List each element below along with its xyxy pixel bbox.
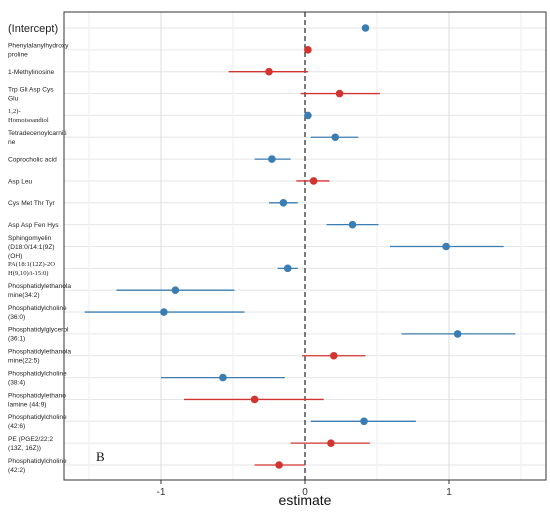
row-label: Asp Asp Fen Hys xyxy=(8,222,59,229)
estimate-point xyxy=(279,199,288,207)
row-label: Phosphatidylcholine (38:4) xyxy=(8,370,67,386)
estimate-point xyxy=(160,308,168,316)
estimate-point xyxy=(335,89,344,98)
panel-label: B xyxy=(96,449,105,464)
estimate-marks xyxy=(84,24,516,469)
row-label: Tetradecenoylcarniti ne xyxy=(8,130,67,146)
row-label: Phenylalanylhydroxy proline xyxy=(8,43,69,59)
row-label: Phosphatidylethanola mine(34:2) xyxy=(8,283,71,299)
row-label: Asp Leu xyxy=(8,178,33,185)
estimate-point xyxy=(283,264,292,273)
estimate-point xyxy=(265,67,273,76)
row-label: PA(18:1(12Z)-2O H(9,10)/i-15:0) xyxy=(8,261,55,277)
row-label: Phosphatidylglycerol (36:1) xyxy=(8,327,69,343)
row-label: Trp Gli Asp Cys Glu xyxy=(8,86,54,102)
estimate-point xyxy=(360,417,368,426)
x-tick-label: -1 xyxy=(157,487,166,498)
row-label: Phosphatidylcholine (42:6) xyxy=(8,414,67,430)
estimate-point xyxy=(348,220,357,229)
row-label: Phosphatidylcholine (36:0) xyxy=(8,305,67,321)
row-label: Phosphatidylcholine (42:2) xyxy=(8,458,67,474)
row-label: Sphingomyelin (D18:0/14:1(9Z) (OH) xyxy=(8,235,55,260)
row-label: Phosphatidylethano lamine (44:9) xyxy=(8,392,66,408)
estimate-point xyxy=(219,373,227,382)
row-label: 1-Methylinosine xyxy=(8,69,55,76)
estimate-point xyxy=(304,46,312,54)
row-label: 1,2)-Homoisoandiol xyxy=(8,108,49,124)
estimate-point xyxy=(268,155,276,163)
plot-frame xyxy=(63,11,547,481)
estimate-point xyxy=(327,439,335,447)
estimate-point xyxy=(304,111,312,120)
row-label: PE (PGE2/22:2 (13Z, 16Z)) xyxy=(8,436,53,452)
estimate-point xyxy=(442,242,450,251)
x-axis-title: estimate xyxy=(279,492,332,508)
estimate-point xyxy=(453,330,462,338)
estimate-point xyxy=(331,133,340,142)
x-axis-ticks: -1 0 1 xyxy=(157,480,452,498)
row-label: Phosphatidylethanola mine(22:5) xyxy=(8,349,71,365)
row-label: Coprocholic acid xyxy=(8,156,57,163)
estimate-point xyxy=(309,177,318,185)
estimate-point xyxy=(275,461,283,469)
estimate-point xyxy=(250,395,259,404)
x-tick-label: 1 xyxy=(446,487,452,498)
row-label: Cys Met Thr Tyr xyxy=(8,200,55,207)
x-tick-label: 0 xyxy=(302,487,308,498)
estimate-point xyxy=(361,24,370,32)
y-axis-labels: (Intercept) Phenylalanylhydroxy proline 1-M… xyxy=(8,23,71,474)
row-label: (Intercept) xyxy=(8,23,58,35)
estimate-point xyxy=(171,286,180,295)
estimate-point xyxy=(330,351,338,360)
